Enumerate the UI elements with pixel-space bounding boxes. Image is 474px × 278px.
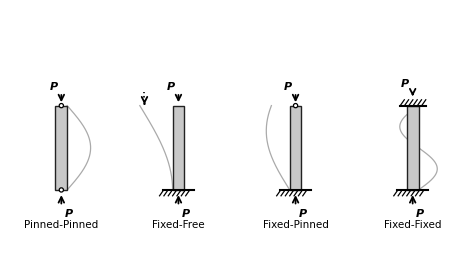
- Text: $\bfit{P}$: $\bfit{P}$: [415, 207, 425, 219]
- Text: $\bfit{P}$: $\bfit{P}$: [64, 207, 74, 219]
- Text: Pinned-Pinned: Pinned-Pinned: [24, 220, 99, 230]
- Circle shape: [59, 188, 64, 192]
- Text: $\bfit{P}$: $\bfit{P}$: [298, 207, 308, 219]
- Text: Fixed-Fixed: Fixed-Fixed: [384, 220, 441, 230]
- Bar: [407, 106, 419, 190]
- Bar: [173, 106, 184, 190]
- Circle shape: [293, 103, 298, 108]
- Bar: [290, 106, 301, 190]
- Bar: [55, 106, 67, 190]
- Text: $\bfit{P}$: $\bfit{P}$: [283, 80, 293, 91]
- Text: Fixed-Pinned: Fixed-Pinned: [263, 220, 328, 230]
- Text: Fixed-Free: Fixed-Free: [152, 220, 205, 230]
- Text: $\bfit{P}$: $\bfit{P}$: [400, 77, 410, 89]
- Text: $\bfit{P}$: $\bfit{P}$: [166, 80, 176, 91]
- Text: $\bfit{P}$: $\bfit{P}$: [181, 207, 191, 219]
- Circle shape: [59, 103, 64, 108]
- Text: $\bfit{P}$: $\bfit{P}$: [49, 80, 59, 91]
